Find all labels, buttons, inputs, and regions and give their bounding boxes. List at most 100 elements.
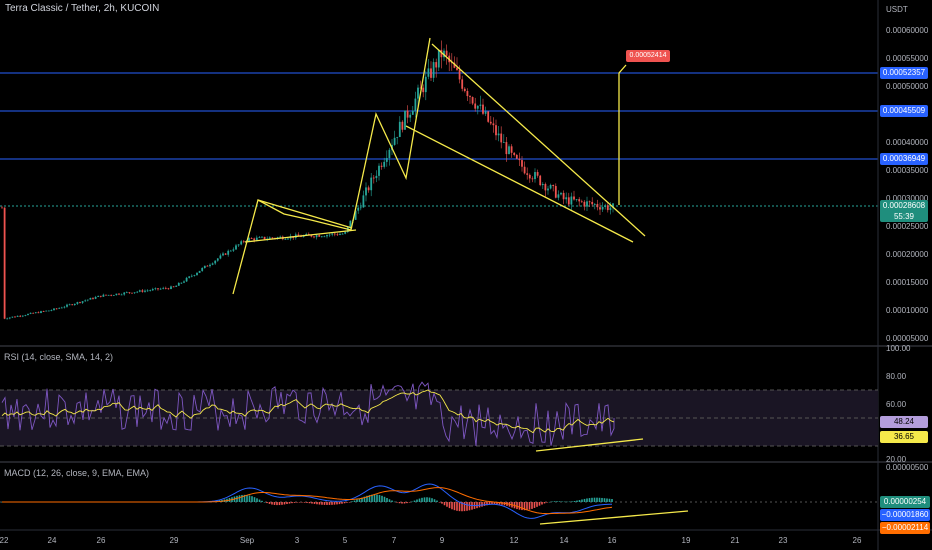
macd-hist-bar <box>408 502 411 503</box>
candle-body <box>24 315 27 316</box>
candle-body <box>162 287 165 289</box>
candle-body <box>42 311 45 312</box>
rsi-title[interactable]: RSI (14, close, SMA, 14, 2) <box>4 352 114 362</box>
macd-hist-bar <box>318 502 321 505</box>
candle-body <box>120 294 123 296</box>
macd-hist-bar <box>258 499 261 502</box>
macd-hist-bar <box>568 501 571 503</box>
candle-body <box>159 288 162 290</box>
macd-hist-bar <box>246 495 248 502</box>
macd-hist-bar <box>368 495 371 502</box>
macd-hist-bar <box>418 498 421 502</box>
time-label: 14 <box>559 536 569 545</box>
candle-body <box>227 250 230 255</box>
candle-body <box>552 184 555 187</box>
candle-body <box>409 114 412 118</box>
candle-body <box>539 175 542 186</box>
macd-hist-bar <box>403 502 406 504</box>
macd-hist-bar <box>491 502 493 505</box>
macd-hist-bar <box>421 497 423 502</box>
candle-body <box>575 199 578 200</box>
macd-hist-bar <box>356 499 358 502</box>
candle-body <box>320 236 323 238</box>
wedge-upper-line <box>431 43 646 237</box>
candle-body <box>107 294 110 296</box>
candle-body <box>359 207 362 209</box>
price-tick: 0.00015000 <box>886 278 929 287</box>
macd-hist-bar <box>493 502 496 505</box>
macd-hist-bar <box>298 502 301 503</box>
macd-hist-bar <box>401 502 403 504</box>
macd-hist-bar <box>336 502 338 505</box>
macd-hist-bar <box>563 501 566 503</box>
time-label: 22 <box>0 536 9 545</box>
candle-body <box>170 286 172 290</box>
candle-body <box>1 207 3 209</box>
macd-hist-bar <box>366 495 368 502</box>
candle-body <box>27 313 29 316</box>
macd-hist-bar <box>433 499 436 502</box>
candle-body <box>534 172 536 180</box>
level-badge-2[interactable]: 0.00045509 <box>880 105 928 117</box>
candle-body <box>71 304 74 306</box>
macd-hist-bar <box>453 502 456 511</box>
candle-body <box>406 110 409 118</box>
candle-body <box>357 207 360 211</box>
candle-body <box>79 302 81 303</box>
macd-hist-bar <box>523 502 526 511</box>
macd-hist-bar <box>388 499 391 502</box>
candle-body <box>115 293 118 296</box>
macd-hist-bar <box>463 502 466 512</box>
macd-title[interactable]: MACD (12, 26, close, 9, EMA, EMA) <box>4 468 150 478</box>
macd-hist-bar <box>236 495 238 502</box>
macd-hist-bar <box>498 502 501 505</box>
macd-hist-bar <box>313 502 316 504</box>
candle-body <box>609 207 612 211</box>
candle-body <box>466 91 469 97</box>
macd-hist-bar <box>268 502 271 504</box>
macd-hist-bar <box>411 501 413 503</box>
macd-hist-bar <box>373 494 376 502</box>
macd-hist-bar <box>481 502 483 507</box>
candle-body <box>344 232 347 234</box>
candle-body <box>164 287 167 289</box>
alert-badge[interactable]: 0.00052414 <box>626 50 670 62</box>
macd-hist-bar <box>448 502 451 509</box>
macd-hist-bar <box>488 502 491 505</box>
macd-hist-bar <box>291 502 293 504</box>
candle-body <box>388 149 391 159</box>
price-tick: 0.00025000 <box>886 222 929 231</box>
candle-body <box>549 184 552 189</box>
rsi-band <box>0 390 878 446</box>
macd-hist-bar <box>553 501 556 502</box>
candle-body <box>58 307 61 309</box>
candle-body <box>544 183 547 191</box>
candle-body <box>102 294 105 297</box>
macd-hist-bar <box>371 494 373 502</box>
candle-body <box>505 142 508 155</box>
candle-body <box>310 234 313 237</box>
macd-hist-bar <box>426 497 428 502</box>
price-tick: 0.00030000 <box>886 194 929 203</box>
macd-hist-bar <box>551 501 553 502</box>
candle-body <box>167 288 170 290</box>
candle-body <box>141 290 144 292</box>
candle-body <box>196 272 198 276</box>
candle-body <box>149 290 152 292</box>
signal-line <box>2 487 613 515</box>
macd-series <box>1 483 613 519</box>
macd-hist-bar <box>273 502 276 505</box>
candle-body <box>253 238 256 241</box>
candle-body <box>276 237 279 239</box>
rsi-line <box>1 381 615 447</box>
level-badge-3[interactable]: 0.00036949 <box>880 153 928 165</box>
macd-hist-bar <box>306 502 308 503</box>
candle-body <box>331 233 334 235</box>
candle-body <box>326 234 328 237</box>
rsi-tick: 20.00 <box>886 455 907 464</box>
macd-hist-bar <box>458 502 461 512</box>
macd-hist-bar <box>516 502 518 510</box>
level-badge-1[interactable]: 0.00052357 <box>880 67 928 79</box>
candle-body <box>81 301 84 303</box>
